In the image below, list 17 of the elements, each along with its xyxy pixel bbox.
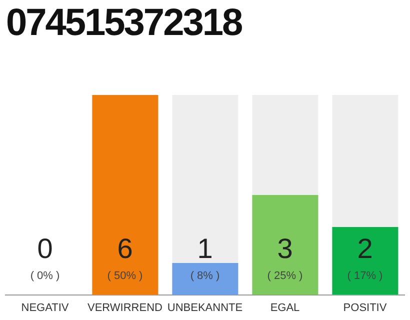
annotation: 3 [276, 233, 294, 265]
x-tick-label: UNBEKANNTE [167, 302, 243, 314]
x-tick-label: POSITIV [343, 302, 388, 314]
annotation: 1 [196, 233, 214, 265]
data-label: ( 25% ) [266, 270, 304, 283]
bar [172, 263, 238, 295]
chart-title: 074515372318 [6, 2, 242, 45]
data-label: ( 50% ) [106, 270, 144, 283]
annotation: 6 [116, 233, 134, 265]
data-label: ( 0% ) [29, 270, 61, 283]
data-label: ( 17% ) [346, 270, 384, 283]
data-label: ( 8% ) [189, 270, 221, 283]
x-tick-label: EGAL [270, 302, 300, 314]
annotation: 0 [36, 233, 54, 265]
x-tick-label: NEGATIV [21, 302, 70, 314]
annotation: 2 [356, 233, 374, 265]
x-tick-label: VERWIRREND [88, 302, 163, 314]
